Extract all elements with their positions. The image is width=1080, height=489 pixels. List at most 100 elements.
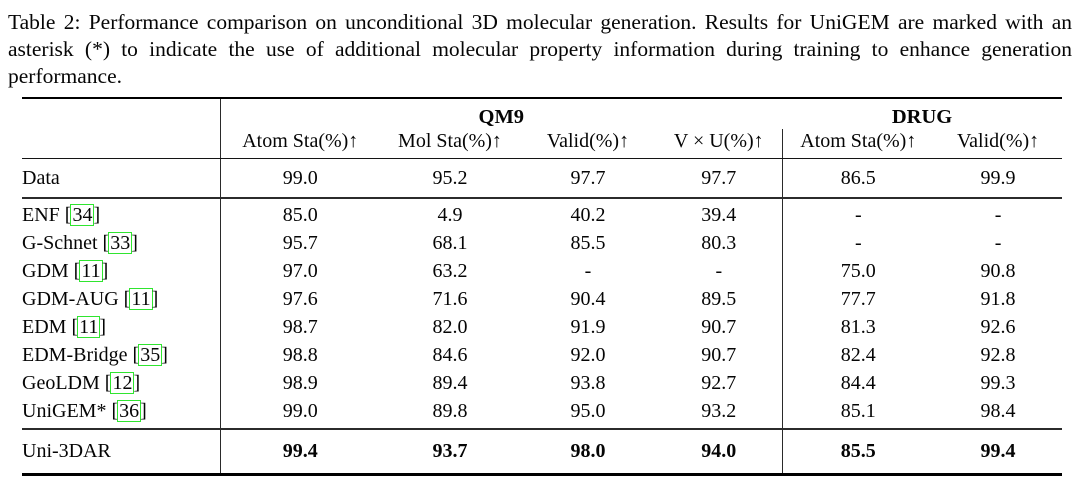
group-header-drug: DRUG bbox=[782, 97, 1063, 129]
metric-value: 92.7 bbox=[656, 369, 783, 398]
metric-value: 97.6 bbox=[282, 287, 318, 310]
table-caption: Table 2: Performance comparison on uncon… bbox=[8, 10, 1072, 88]
table-row-unigem: UniGEM* [36] 99.0 89.8 95.0 93.2 85.1 98… bbox=[22, 397, 1063, 430]
column-header: Atom Sta(%)↑ bbox=[220, 129, 380, 159]
method-name: GDM-AUG [11] bbox=[22, 285, 221, 314]
table-row-geoldm: GeoLDM [12] 98.9 89.4 93.8 92.7 84.4 99.… bbox=[22, 369, 1062, 398]
column-header: Valid(%)↑ bbox=[520, 129, 656, 159]
method-column-header-spacer bbox=[22, 97, 221, 129]
metric-value: 84.6 bbox=[432, 343, 468, 366]
method-column-header bbox=[22, 129, 221, 159]
column-header: Mol Sta(%)↑ bbox=[380, 129, 520, 159]
metric-value: 98.7 bbox=[282, 315, 318, 338]
method-name: G-Schnet [33] bbox=[22, 229, 221, 258]
citation: [35] bbox=[132, 343, 168, 366]
table-row-gdm: GDM [11] 97.0 63.2 - - 75.0 90.8 bbox=[22, 257, 1062, 286]
metric-value: 90.8 bbox=[980, 259, 1016, 282]
citation: [11] bbox=[71, 315, 107, 338]
metric-value: 95.2 bbox=[380, 158, 520, 199]
metric-value: 77.7 bbox=[840, 287, 876, 310]
group-header-qm9: QM9 bbox=[220, 97, 783, 129]
metric-value: 82.0 bbox=[432, 315, 468, 338]
method-name: ENF [34] bbox=[22, 198, 221, 230]
metric-value: 92.0 bbox=[570, 343, 606, 366]
metric-value: 92.8 bbox=[980, 343, 1016, 366]
citation: [11] bbox=[73, 259, 109, 282]
metric-value: 75.0 bbox=[840, 259, 876, 282]
citation-link[interactable]: 33 bbox=[108, 231, 133, 254]
citation-link[interactable]: 34 bbox=[70, 204, 95, 226]
metric-value: 99.0 bbox=[220, 397, 380, 430]
metric-value: 68.1 bbox=[432, 231, 468, 254]
citation-link[interactable]: 11 bbox=[77, 315, 101, 338]
metric-value: 90.7 bbox=[656, 313, 783, 342]
results-table: QM9 DRUG Atom Sta(%)↑ Mol Sta(%)↑ Valid(… bbox=[22, 97, 1063, 476]
metric-value: 85.5 bbox=[570, 231, 606, 254]
method-name: Data bbox=[22, 158, 221, 199]
method-name: EDM [11] bbox=[22, 313, 221, 342]
citation: [34] bbox=[64, 204, 101, 226]
metric-value: 85.5 bbox=[782, 428, 935, 476]
group-header-row: QM9 DRUG bbox=[22, 97, 1063, 129]
metric-value: 92.6 bbox=[980, 315, 1016, 338]
metric-value: 98.9 bbox=[282, 371, 318, 394]
citation-link[interactable]: 35 bbox=[138, 343, 163, 366]
table-row-data: Data 99.0 95.2 97.7 97.7 86.5 99.9 bbox=[22, 158, 1063, 199]
metric-value: - bbox=[854, 204, 862, 226]
column-header: Valid(%)↑ bbox=[934, 129, 1063, 159]
metric-value: 91.9 bbox=[570, 315, 606, 338]
table-row-edm: EDM [11] 98.7 82.0 91.9 90.7 81.3 92.6 bbox=[22, 313, 1062, 342]
metric-value: 97.7 bbox=[520, 158, 656, 199]
method-name: GeoLDM [12] bbox=[22, 369, 221, 398]
metric-value: 99.4 bbox=[934, 428, 1063, 476]
metric-value: 89.8 bbox=[380, 397, 520, 430]
metric-value: 91.8 bbox=[980, 287, 1016, 310]
metric-value: 93.2 bbox=[656, 397, 783, 430]
method-name: Uni-3DAR bbox=[22, 428, 221, 476]
metric-value: 71.6 bbox=[432, 287, 468, 310]
table-row-gschnet: G-Schnet [33] 95.7 68.1 85.5 80.3 - - bbox=[22, 229, 1062, 258]
metric-value: 84.4 bbox=[840, 371, 876, 394]
metric-value: 95.7 bbox=[282, 231, 318, 254]
metric-value: 85.0 bbox=[282, 204, 318, 226]
citation: [11] bbox=[123, 287, 159, 310]
metric-value: 40.2 bbox=[570, 204, 606, 226]
metric-value: 99.0 bbox=[220, 158, 380, 199]
metric-value: 80.3 bbox=[656, 229, 783, 258]
metric-value: 86.5 bbox=[782, 158, 935, 199]
metric-value: 89.5 bbox=[656, 285, 783, 314]
table-row-uni3dar: Uni-3DAR 99.4 93.7 98.0 94.0 85.5 99.4 bbox=[22, 428, 1063, 476]
column-header: V × U(%)↑ bbox=[656, 129, 783, 159]
table-row-enf: ENF [34] 85.0 4.9 40.2 39.4 - - bbox=[22, 198, 1062, 230]
citation: [12] bbox=[104, 371, 141, 394]
metric-value: 94.0 bbox=[656, 428, 783, 476]
metric-value: 89.4 bbox=[432, 371, 468, 394]
column-header: Atom Sta(%)↑ bbox=[782, 129, 935, 159]
metric-value: 97.0 bbox=[282, 259, 318, 282]
citation-link[interactable]: 11 bbox=[129, 287, 153, 310]
citation-link[interactable]: 36 bbox=[117, 399, 142, 422]
metric-value: 98.0 bbox=[520, 428, 656, 476]
metric-value: - bbox=[994, 204, 1002, 226]
metric-value: 90.7 bbox=[656, 341, 783, 370]
table-row-gdm-aug: GDM-AUG [11] 97.6 71.6 90.4 89.5 77.7 91… bbox=[22, 285, 1062, 314]
results-table-wrapper: QM9 DRUG Atom Sta(%)↑ Mol Sta(%)↑ Valid(… bbox=[22, 97, 1063, 476]
metric-value: 95.0 bbox=[520, 397, 656, 430]
metric-value: 85.1 bbox=[782, 397, 935, 430]
method-name: UniGEM* [36] bbox=[22, 397, 221, 430]
table-row-edm-bridge: EDM-Bridge [35] 98.8 84.6 92.0 90.7 82.4… bbox=[22, 341, 1062, 370]
metric-value: 99.3 bbox=[980, 371, 1016, 394]
metric-value: 81.3 bbox=[840, 315, 876, 338]
metric-value: 99.4 bbox=[220, 428, 380, 476]
method-name: GDM [11] bbox=[22, 257, 221, 286]
metric-value: 93.7 bbox=[380, 428, 520, 476]
metric-value: - bbox=[854, 231, 862, 254]
metric-value: 98.8 bbox=[282, 343, 318, 366]
method-name: EDM-Bridge [35] bbox=[22, 341, 221, 370]
metric-value: 90.4 bbox=[570, 287, 606, 310]
metric-value: 98.4 bbox=[934, 397, 1063, 430]
citation-link[interactable]: 12 bbox=[110, 371, 135, 394]
citation: [36] bbox=[111, 399, 147, 422]
metric-value: - bbox=[656, 257, 783, 286]
citation-link[interactable]: 11 bbox=[79, 259, 103, 282]
